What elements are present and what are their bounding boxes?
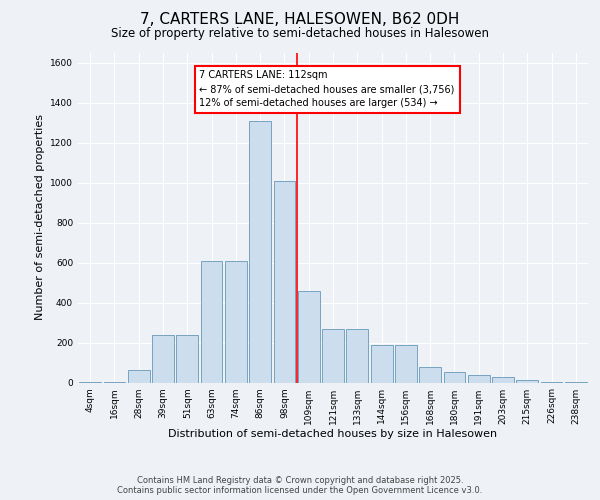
Bar <box>128 370 149 382</box>
Bar <box>298 290 320 382</box>
Text: 7, CARTERS LANE, HALESOWEN, B62 0DH: 7, CARTERS LANE, HALESOWEN, B62 0DH <box>140 12 460 28</box>
Bar <box>225 260 247 382</box>
Bar <box>517 380 538 382</box>
Text: Size of property relative to semi-detached houses in Halesowen: Size of property relative to semi-detach… <box>111 28 489 40</box>
Bar <box>200 260 223 382</box>
Bar <box>322 328 344 382</box>
Text: Contains HM Land Registry data © Crown copyright and database right 2025.
Contai: Contains HM Land Registry data © Crown c… <box>118 476 482 495</box>
Bar <box>443 372 466 382</box>
Bar <box>274 180 295 382</box>
Bar <box>152 334 174 382</box>
Bar <box>371 344 392 383</box>
Bar <box>249 120 271 382</box>
Text: 7 CARTERS LANE: 112sqm
← 87% of semi-detached houses are smaller (3,756)
12% of : 7 CARTERS LANE: 112sqm ← 87% of semi-det… <box>199 70 455 108</box>
Bar <box>176 334 198 382</box>
X-axis label: Distribution of semi-detached houses by size in Halesowen: Distribution of semi-detached houses by … <box>169 430 497 440</box>
Bar <box>468 374 490 382</box>
Bar <box>395 344 417 383</box>
Bar <box>419 366 441 382</box>
Bar <box>346 328 368 382</box>
Y-axis label: Number of semi-detached properties: Number of semi-detached properties <box>35 114 44 320</box>
Bar <box>492 376 514 382</box>
